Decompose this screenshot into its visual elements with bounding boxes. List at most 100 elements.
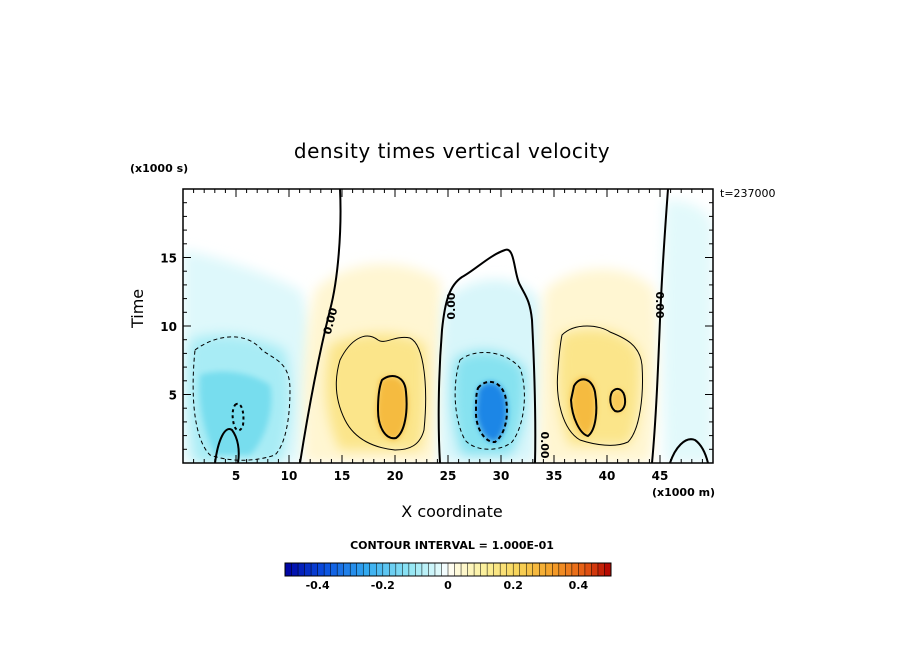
- colorbar-cell: [402, 563, 410, 576]
- x-tick-label: 30: [493, 469, 510, 483]
- colorbar-cell: [389, 563, 397, 576]
- colorbar-cell: [324, 563, 331, 576]
- colorbar-cell: [408, 563, 416, 576]
- colorbar-cell: [382, 563, 390, 576]
- colorbar-cell: [369, 563, 377, 576]
- shaded-field: [183, 189, 713, 463]
- x-axis: 5 10 15 20 25 30 35 40 45: [193, 189, 703, 483]
- colorbar-cell: [376, 563, 384, 576]
- y-tick-label: 10: [160, 320, 177, 334]
- colorbar-cell: [350, 563, 358, 576]
- colorbar-cell: [298, 563, 305, 576]
- colorbar-tick-label: 0.2: [503, 579, 523, 592]
- colorbar-cell: [584, 563, 592, 576]
- colorbar-cell: [356, 563, 364, 576]
- y-tick-label: 5: [169, 389, 177, 403]
- colorbar-cell: [571, 563, 579, 576]
- colorbar-cell: [434, 563, 442, 576]
- colorbar-cell: [343, 563, 351, 576]
- time-label: t=237000: [720, 187, 776, 200]
- colorbar-cell: [604, 563, 612, 576]
- x-tick-label: 40: [599, 469, 616, 483]
- pos-region-2-inner: [557, 328, 641, 445]
- colorbar-cell: [330, 563, 338, 576]
- y-unit-label: (x1000 s): [130, 162, 189, 175]
- colorbar-cell: [304, 563, 312, 576]
- colorbar-cell: [539, 563, 547, 576]
- pos-region-1-inner: [325, 333, 427, 450]
- colorbar-cell: [467, 563, 475, 576]
- zero-contour-1: [299, 189, 342, 463]
- colorbar-cell: [428, 563, 436, 576]
- colorbar-tick-label: -0.2: [371, 579, 395, 592]
- pos-contour-strong-1: [376, 375, 408, 440]
- x-tick-label: 45: [652, 469, 669, 483]
- x-tick-label: 20: [387, 469, 404, 483]
- colorbar-cell: [597, 563, 605, 576]
- zero-contour-5: [669, 438, 709, 463]
- colorbar-cell: [421, 563, 429, 576]
- colorbar-cell: [565, 563, 573, 576]
- x-axis-label: X coordinate: [401, 502, 503, 521]
- x-unit-label: (x1000 m): [652, 486, 716, 499]
- colorbar-cell: [311, 563, 318, 576]
- colorbar-cell: [448, 563, 455, 576]
- colorbar-tick-label: 0.4: [569, 579, 589, 592]
- colorbar-cell: [558, 563, 566, 576]
- zero-contour-4: [214, 428, 240, 463]
- pos-contour-strong-2: [569, 378, 598, 438]
- colorbar-tick-label: -0.4: [306, 579, 330, 592]
- neg-region-left-core: [199, 371, 272, 455]
- y-axis-label: Time: [128, 288, 147, 328]
- neg-region-center-core: [476, 382, 507, 442]
- pos-region-2-core-b: [610, 389, 625, 413]
- zero-contour-3: [651, 189, 669, 463]
- colorbar-cell: [461, 563, 468, 576]
- colorbar: -0.4 -0.2 0 0.2 0.4: [284, 562, 612, 592]
- x-tick-label: 35: [546, 469, 563, 483]
- colorbar-cell: [285, 563, 292, 576]
- colorbar-cell: [487, 563, 494, 576]
- contour-label-3: 0.00: [538, 431, 551, 458]
- colorbar-cell: [291, 563, 299, 576]
- colorbar-frame: [284, 562, 612, 577]
- neg-contour-strong: [474, 380, 508, 443]
- contour-label-2: 0.00: [445, 292, 458, 319]
- colorbar-cell: [363, 563, 371, 576]
- colorbar-cell: [415, 563, 423, 576]
- colorbar-cell: [441, 563, 449, 576]
- zero-contour-2: [437, 248, 537, 463]
- colorbar-cell: [500, 563, 507, 576]
- colorbar-cell: [552, 563, 560, 576]
- colorbar-cell: [526, 563, 534, 576]
- colorbar-cell: [545, 563, 553, 576]
- pos-region-1-core: [376, 376, 408, 440]
- pos-contour-1: [335, 335, 427, 451]
- colorbar-cell: [591, 563, 599, 576]
- x-tick-label: 5: [232, 469, 240, 483]
- colorbar-cell: [493, 563, 501, 576]
- neg-contour-2: [454, 351, 525, 450]
- pos-contour-2: [556, 325, 643, 446]
- colorbar-tick-label: 0: [444, 579, 452, 592]
- chart-title: density times vertical velocity: [293, 139, 611, 163]
- neg-contour-small: [231, 402, 245, 432]
- colorbar-cell: [506, 563, 514, 576]
- colorbar-cell: [578, 563, 586, 576]
- x-tick-label: 10: [281, 469, 298, 483]
- colorbar-cell: [532, 563, 540, 576]
- neg-contour-1: [192, 336, 291, 461]
- colorbar-cell: [474, 563, 481, 576]
- y-tick-label: 15: [160, 252, 177, 266]
- pos-region-2-core: [570, 377, 597, 436]
- contour-interval-label: CONTOUR INTERVAL = 1.000E-01: [350, 539, 554, 552]
- contour-label-4: 0.00: [653, 291, 666, 318]
- colorbar-cell: [480, 563, 488, 576]
- pos-contour-strong-3: [609, 387, 627, 413]
- colorbar-cell: [337, 563, 344, 576]
- x-tick-label: 15: [334, 469, 351, 483]
- neg-region-right: [662, 200, 713, 463]
- colorbar-cell: [317, 563, 325, 576]
- colorbar-cell: [395, 563, 403, 576]
